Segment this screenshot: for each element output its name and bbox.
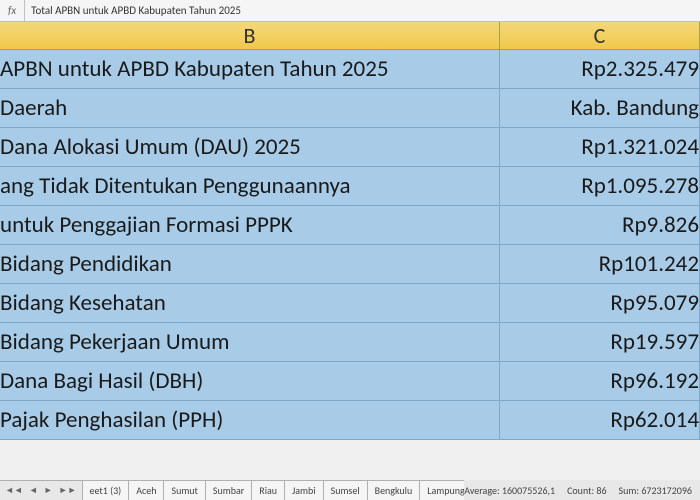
cell-c[interactable]: Rp101.242	[500, 245, 700, 283]
formula-bar: fx Total APBN untuk APBD Kabupaten Tahun…	[0, 0, 700, 22]
table-row[interactable]: ang Tidak Ditentukan Penggunaannya Rp1.0…	[0, 167, 700, 206]
status-count: Count: 86	[567, 484, 606, 497]
cell-c[interactable]: Rp1.095.278	[500, 167, 700, 205]
cell-b[interactable]: Bidang Pekerjaan Umum	[0, 323, 500, 361]
first-tab-icon[interactable]: ◄◄	[2, 485, 26, 496]
cell-c[interactable]: Rp95.079	[500, 284, 700, 322]
table-row[interactable]: Dana Alokasi Umum (DAU) 2025 Rp1.321.024	[0, 128, 700, 167]
tab-nav[interactable]: ◄◄ ◄ ► ►►	[0, 481, 83, 500]
next-tab-icon[interactable]: ►	[41, 485, 56, 496]
status-average: Average: 160075526,1	[464, 484, 555, 497]
fx-label: fx	[0, 0, 25, 21]
cell-b[interactable]: Bidang Kesehatan	[0, 284, 500, 322]
formula-input[interactable]: Total APBN untuk APBD Kabupaten Tahun 20…	[25, 4, 700, 17]
status-bar: Average: 160075526,1 Count: 86 Sum: 6723…	[464, 480, 700, 500]
cell-c[interactable]: Rp1.321.024	[500, 128, 700, 166]
cell-b[interactable]: ang Tidak Ditentukan Penggunaannya	[0, 167, 500, 205]
cell-b[interactable]: APBN untuk APBD Kabupaten Tahun 2025	[0, 50, 500, 88]
table-row[interactable]: Bidang Pekerjaan Umum Rp19.597	[0, 323, 700, 362]
table-row[interactable]: Dana Bagi Hasil (DBH) Rp96.192	[0, 362, 700, 401]
column-header-c[interactable]: C	[500, 22, 700, 49]
sheet-tab[interactable]: Bengkulu	[368, 481, 421, 500]
sheet-tab[interactable]: Jambi	[285, 481, 324, 500]
sheet-tab[interactable]: eet1 (3)	[83, 481, 130, 500]
cell-b[interactable]: untuk Penggajian Formasi PPPK	[0, 206, 500, 244]
table-row[interactable]: untuk Penggajian Formasi PPPK Rp9.826	[0, 206, 700, 245]
prev-tab-icon[interactable]: ◄	[26, 485, 41, 496]
cell-c[interactable]: Rp96.192	[500, 362, 700, 400]
cell-c[interactable]: Kab. Bandung	[500, 89, 700, 127]
cell-c[interactable]: Rp62.014	[500, 401, 700, 439]
cell-c[interactable]: Rp9.826	[500, 206, 700, 244]
table-row[interactable]: Daerah Kab. Bandung	[0, 89, 700, 128]
sheet-tab[interactable]: Sumut	[164, 481, 205, 500]
table-row[interactable]: Bidang Pendidikan Rp101.242	[0, 245, 700, 284]
sheet-tab[interactable]: Aceh	[129, 481, 164, 500]
sheet-tab[interactable]: Sumsel	[324, 481, 368, 500]
sheet-tab[interactable]: Sumbar	[206, 481, 252, 500]
cell-b[interactable]: Dana Alokasi Umum (DAU) 2025	[0, 128, 500, 166]
column-header-b[interactable]: B	[0, 22, 500, 49]
spreadsheet-grid[interactable]: APBN untuk APBD Kabupaten Tahun 2025 Rp2…	[0, 50, 700, 440]
last-tab-icon[interactable]: ►►	[56, 485, 80, 496]
sheet-tab[interactable]: Riau	[252, 481, 285, 500]
column-headers: B C	[0, 22, 700, 50]
table-row[interactable]: Pajak Penghasilan (PPH) Rp62.014	[0, 401, 700, 440]
table-row[interactable]: APBN untuk APBD Kabupaten Tahun 2025 Rp2…	[0, 50, 700, 89]
cell-b[interactable]: Daerah	[0, 89, 500, 127]
cell-b[interactable]: Pajak Penghasilan (PPH)	[0, 401, 500, 439]
cell-b[interactable]: Bidang Pendidikan	[0, 245, 500, 283]
table-row[interactable]: Bidang Kesehatan Rp95.079	[0, 284, 700, 323]
cell-c[interactable]: Rp19.597	[500, 323, 700, 361]
cell-b[interactable]: Dana Bagi Hasil (DBH)	[0, 362, 500, 400]
status-sum: Sum: 6723172096	[619, 484, 692, 497]
cell-c[interactable]: Rp2.325.479	[500, 50, 700, 88]
